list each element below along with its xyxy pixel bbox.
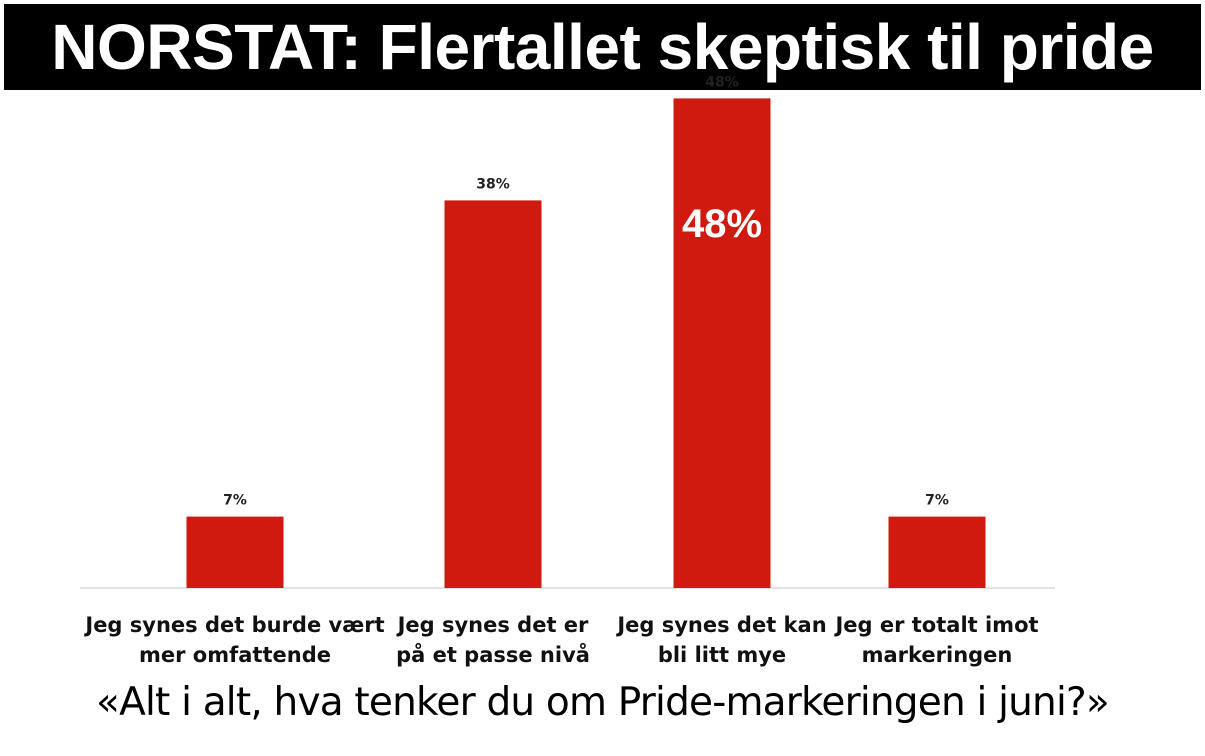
category-label-line: på et passe nivå xyxy=(396,643,590,667)
category-label-line: Jeg synes det er xyxy=(397,613,589,637)
bar-2 xyxy=(444,200,542,588)
category-label-line: mer omfattende xyxy=(139,643,331,667)
bar-1 xyxy=(186,516,284,588)
headline-banner: NORSTAT: Flertallet skeptisk til pride xyxy=(4,4,1201,90)
category-label-line: Jeg synes det burde vært xyxy=(85,613,385,637)
headline-title: NORSTAT: Flertallet skeptisk til pride xyxy=(51,11,1154,83)
category-label-line: markeringen xyxy=(861,643,1013,667)
category-label-2: Jeg synes det er på et passe nivå xyxy=(343,610,643,670)
survey-question: «Alt i alt, hva tenker du om Pride-marke… xyxy=(96,680,1110,725)
data-label-2: 38% xyxy=(476,176,510,192)
bar-4 xyxy=(888,516,986,588)
data-label-3: 48% xyxy=(705,74,739,90)
category-label-3: Jeg synes det kan bli litt mye xyxy=(572,610,872,670)
data-label-4: 7% xyxy=(925,493,949,509)
category-label-line: bli litt mye xyxy=(657,643,787,667)
category-label-1: Jeg synes det burde vært mer omfattende xyxy=(85,610,385,670)
category-label-4: Jeg er totalt imot markeringen xyxy=(787,610,1087,670)
category-label-line: Jeg synes det kan xyxy=(617,613,827,637)
highlight-value-label: 48% xyxy=(682,202,762,246)
bar-3 xyxy=(673,98,771,589)
data-label-1: 7% xyxy=(223,493,247,509)
category-label-line: Jeg er totalt imot xyxy=(835,613,1039,637)
